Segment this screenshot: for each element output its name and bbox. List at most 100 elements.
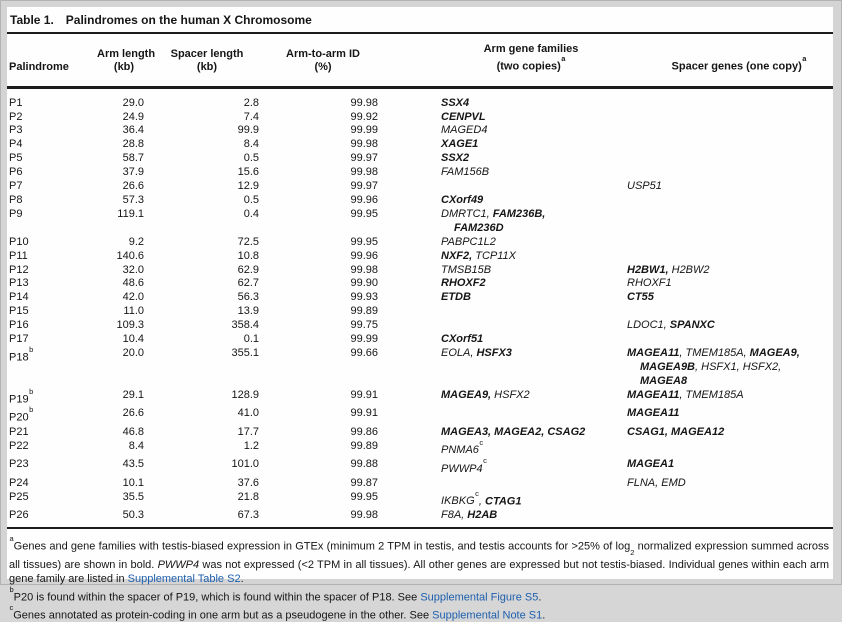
- arm-gene-families-cell: SSX4: [383, 87, 626, 110]
- gene-name: IKBKGc: [441, 488, 479, 508]
- gene-name: EOLA,: [441, 346, 477, 359]
- palindrome-name: P23: [9, 458, 29, 471]
- palindrome-name: P13: [9, 277, 29, 290]
- arm-length-value: 29.0: [122, 96, 144, 109]
- table-row-p1: P1 29.0 2.8 99.98 SSX4: [7, 87, 833, 110]
- column-header-arm-gene-families: Arm gene families (two copies)a: [383, 34, 626, 89]
- gene-name: RHOXF1: [627, 277, 672, 290]
- arm-length-value: 57.3: [122, 194, 144, 206]
- spacer-genes-cell: [626, 87, 833, 110]
- gene-name: MAGEA9,: [749, 346, 800, 359]
- gene-name: H2AB: [467, 509, 498, 522]
- gene-name: ETDB: [441, 291, 471, 304]
- gene-name: FAM236B,: [492, 207, 546, 220]
- table-row-p14: P14 42.0 56.3 99.93 ETDB CT55: [7, 291, 833, 305]
- arm-length-value: 36.4: [122, 124, 144, 137]
- arm-gene-families-cell: PWWP4c: [383, 456, 626, 477]
- spacer-genes-cell: [626, 138, 833, 152]
- arm-to-arm-id-value: 99.98: [350, 138, 378, 151]
- arm-to-arm-id-value: 99.97: [350, 180, 378, 193]
- supplemental-link[interactable]: Supplemental Figure S5: [420, 591, 539, 604]
- gene-name: TMSB15B: [441, 263, 492, 276]
- table-row-p15: P15 11.0 13.9 99.89: [7, 305, 833, 319]
- footnote-text: Genes and gene families with testis-bias…: [13, 540, 631, 553]
- footnote-a: aGenes and gene families with testis-bia…: [9, 534, 829, 586]
- spacer-length-value: 41.0: [237, 407, 259, 420]
- arm-length-value: 109.3: [116, 319, 144, 332]
- arm-gene-families-cell: [383, 319, 626, 333]
- footnote-b: bP20 is found within the spacer of P19, …: [9, 584, 542, 604]
- spacer-length-value: 8.4: [243, 138, 259, 151]
- arm-to-arm-id-value: 99.98: [350, 96, 378, 109]
- gene-name: XAGE1: [441, 138, 479, 151]
- gene-name: FLNA, EMD: [627, 476, 686, 489]
- palindrome-name: P18b: [9, 344, 34, 364]
- palindrome-name: P22: [9, 439, 29, 452]
- spacer-length-value: 67.3: [237, 509, 259, 522]
- arm-length-value: 43.5: [122, 458, 144, 471]
- table-row-p26: P26 50.3 67.3 99.98 F8A, H2AB: [7, 509, 833, 528]
- table-header-row: Palindrome Arm length (kb) Spacer length (kb…: [7, 34, 833, 89]
- gene-name: SSX2: [441, 152, 470, 165]
- arm-to-arm-id-value: 99.93: [350, 291, 378, 304]
- arm-gene-families-cell: [383, 407, 626, 426]
- arm-length-value: 10.1: [122, 476, 144, 489]
- arm-gene-families-cell: IKBKGc, CTAG1: [383, 488, 626, 510]
- arm-length-value: 46.8: [122, 425, 144, 438]
- gene-name: MAGED4: [441, 124, 488, 137]
- palindrome-name: P20b: [9, 405, 34, 424]
- arm-to-arm-id-value: 99.98: [350, 263, 378, 276]
- arm-gene-families-cell: NXF2, TCP11X: [383, 250, 626, 264]
- gene-name: FAM156B: [441, 166, 490, 179]
- gene-name: H2BW2: [671, 263, 710, 276]
- spacer-genes-cell: [626, 333, 833, 347]
- arm-gene-families-cell: [383, 180, 626, 194]
- gene-name: PABPC1L2: [441, 235, 496, 248]
- gene-name: PNMA6c: [441, 437, 484, 457]
- table-row-p18: P18b 20.0 355.1 99.66 EOLA, HSFX3 MAGEA11, TM…: [7, 344, 833, 389]
- footnote-text: normalized expression summed across all …: [9, 540, 829, 572]
- spacer-genes-cell: MAGEA11, TMEM185A, MAGEA9, MAGEA9B, HSFX1…: [626, 347, 833, 389]
- gene-name: CSAG1, MAGEA12: [627, 425, 725, 438]
- gene-name: MAGEA9,: [441, 388, 492, 401]
- spacer-length-value: 101.0: [231, 458, 259, 471]
- table-title: Table 1. Palindromes on the human X Chro…: [7, 7, 833, 34]
- arm-length-value: 42.0: [122, 291, 144, 304]
- arm-gene-families-cell: [383, 305, 626, 319]
- supplemental-link[interactable]: Supplemental Table S2: [127, 573, 241, 586]
- table-row-p13: P13 48.6 62.7 99.90 RHOXF2 RHOXF1: [7, 277, 833, 291]
- arm-length-value: 11.0: [123, 305, 144, 318]
- arm-length-value: 58.7: [122, 152, 144, 165]
- table-row-p6: P6 37.9 15.6 99.98 FAM156B: [7, 166, 833, 180]
- spacer-genes-cell: RHOXF1: [626, 277, 833, 291]
- table-row-p7: P7 26.6 12.9 99.97 USP51: [7, 180, 833, 194]
- palindrome-name: P19b: [9, 386, 34, 406]
- arm-gene-families-cell: MAGEA3, MAGEA2, CSAG2: [383, 426, 626, 440]
- palindrome-name: P11: [9, 249, 28, 262]
- spacer-length-value: 0.1: [243, 333, 259, 346]
- arm-gene-families-cell: [383, 477, 626, 491]
- column-header-spacer-genes: Spacer genes (one copy)a: [626, 34, 833, 89]
- table-row-p11: P11 140.6 10.8 99.96 NXF2, TCP11X: [7, 250, 833, 264]
- palindrome-name: P7: [9, 180, 23, 193]
- gene-name: CXorf49: [441, 194, 484, 206]
- arm-gene-families-cell: FAM156B: [383, 166, 626, 180]
- column-header-arm-to-arm-id: Arm-to-arm ID (%): [263, 34, 383, 89]
- spacer-length-value: 1.2: [243, 439, 259, 452]
- spacer-length-value: 0.4: [243, 207, 259, 220]
- arm-gene-families-cell: ETDB: [383, 291, 626, 305]
- arm-to-arm-id-value: 99.88: [350, 458, 378, 471]
- arm-to-arm-id-value: 99.99: [350, 124, 378, 137]
- spacer-length-value: 0.5: [243, 194, 259, 206]
- table-row-p8: P8 57.3 0.5 99.96 CXorf49: [7, 194, 833, 208]
- gene-name: H2BW1,: [627, 263, 672, 276]
- arm-length-value: 28.8: [122, 138, 144, 151]
- gene-name: MAGEA1: [627, 458, 675, 471]
- gene-name: MAGEA11: [627, 346, 680, 359]
- arm-to-arm-id-value: 99.92: [350, 110, 378, 123]
- gene-name: , TMEM185A,: [679, 346, 750, 359]
- supplemental-link[interactable]: Supplemental Note S1: [432, 609, 543, 622]
- palindrome-name: P25: [9, 490, 29, 503]
- spacer-genes-cell: [626, 440, 833, 459]
- spacer-length-value: 37.6: [237, 476, 259, 489]
